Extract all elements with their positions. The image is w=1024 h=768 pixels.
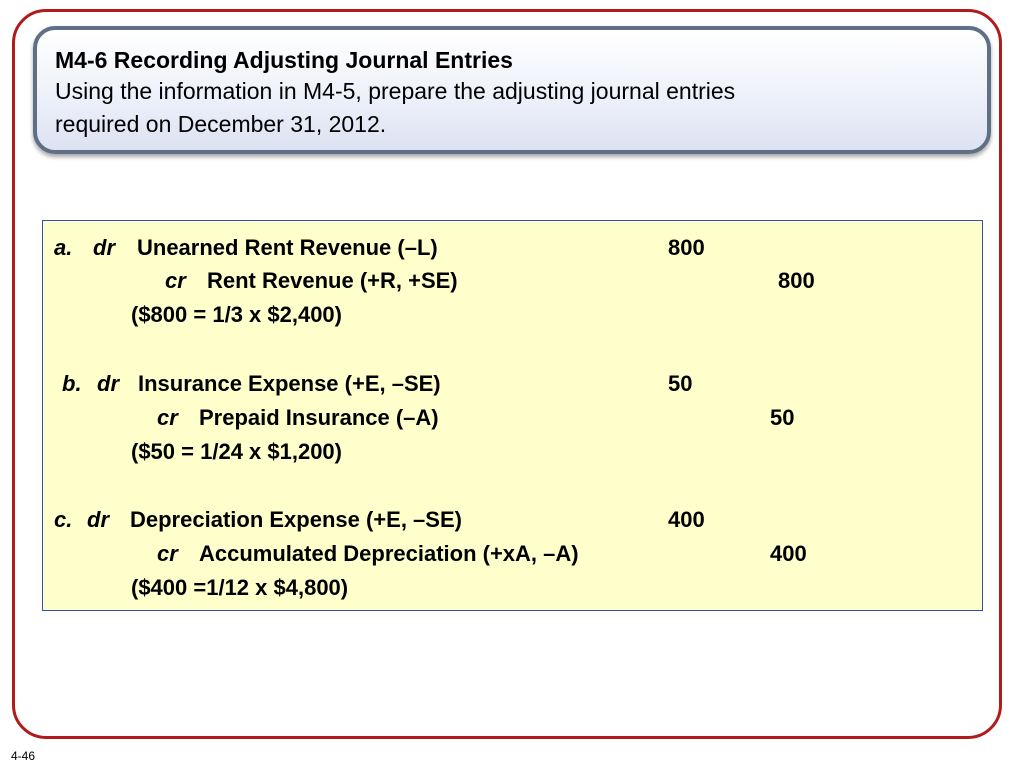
entry-b-cr-label: cr [157,405,178,430]
entry-a-letter: a. [54,235,73,260]
entry-b-credit-amount: 50 [770,405,795,430]
slide-title: M4-6 Recording Adjusting Journal Entries [55,47,513,73]
entry-b-debit-account: Insurance Expense (+E, –SE) [138,371,441,396]
entry-c-dr-label: dr [87,507,109,532]
entry-a-cr-label: cr [165,268,186,293]
entry-c-credit-account: Accumulated Depreciation (+xA, –A) [199,541,579,566]
entry-a-debit-amount: 800 [668,235,705,260]
slide-subtitle-line-1: Using the information in M4-5, prepare t… [55,78,736,104]
entry-a-calculation: ($800 = 1/3 x $2,400) [131,302,342,327]
entry-c-debit-account: Depreciation Expense (+E, –SE) [130,507,462,532]
entry-b-debit-amount: 50 [668,371,693,396]
entry-a-credit-amount: 800 [778,268,815,293]
entry-a-credit-account: Rent Revenue (+R, +SE) [207,268,458,293]
journal-entries-box: a. dr Unearned Rent Revenue (–L) 800 cr … [42,220,983,611]
entry-a-dr-label: dr [93,235,115,260]
slide-number: 4-46 [11,749,36,763]
entry-c-calculation: ($400 =1/12 x $4,800) [131,575,349,600]
entry-c-letter: c. [54,507,73,532]
entry-b-dr-label: dr [97,371,119,396]
entry-c-cr-label: cr [157,541,178,566]
entry-c-credit-amount: 400 [770,541,807,566]
entry-b-calculation: ($50 = 1/24 x $1,200) [131,439,342,464]
entry-b-credit-account: Prepaid Insurance (–A) [199,405,439,430]
slide-frame [12,9,1002,739]
entry-c-debit-amount: 400 [668,507,705,532]
entry-a-debit-account: Unearned Rent Revenue (–L) [137,235,438,260]
entry-b-letter: b. [62,371,82,396]
title-box: M4-6 Recording Adjusting Journal Entries… [33,26,991,154]
slide-subtitle-line-2: required on December 31, 2012. [55,111,387,137]
